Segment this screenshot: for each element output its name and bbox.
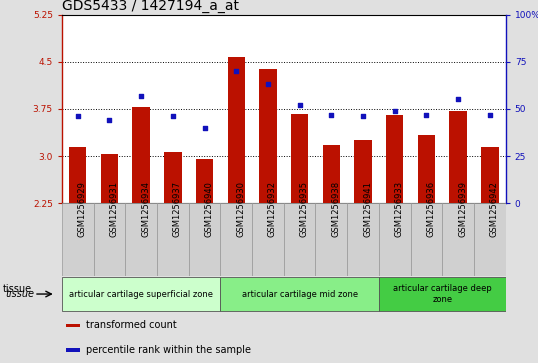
Bar bbox=[196, 159, 213, 203]
Point bbox=[232, 68, 240, 74]
Text: GSM1256941: GSM1256941 bbox=[363, 181, 372, 237]
Bar bbox=[442, 203, 474, 276]
Bar bbox=[323, 145, 340, 203]
Bar bbox=[125, 203, 157, 276]
Bar bbox=[69, 147, 87, 203]
Bar bbox=[284, 203, 315, 276]
Point bbox=[391, 108, 399, 114]
Bar bbox=[101, 154, 118, 203]
Bar bbox=[474, 203, 506, 276]
Bar bbox=[221, 203, 252, 276]
Text: GSM1256935: GSM1256935 bbox=[300, 181, 309, 237]
Bar bbox=[386, 115, 404, 203]
Bar bbox=[164, 152, 181, 203]
Text: GSM1256942: GSM1256942 bbox=[490, 181, 499, 237]
Bar bbox=[62, 277, 221, 311]
Bar bbox=[189, 203, 221, 276]
Point bbox=[73, 114, 82, 119]
Bar bbox=[259, 69, 277, 203]
Bar bbox=[417, 135, 435, 203]
Text: GSM1256930: GSM1256930 bbox=[236, 181, 245, 237]
Text: tissue: tissue bbox=[3, 284, 32, 294]
Point bbox=[105, 117, 114, 123]
Text: transformed count: transformed count bbox=[86, 321, 177, 330]
Bar bbox=[221, 277, 379, 311]
Bar bbox=[379, 277, 506, 311]
Bar bbox=[481, 147, 499, 203]
Text: GSM1256929: GSM1256929 bbox=[77, 181, 87, 237]
Text: articular cartilage deep
zone: articular cartilage deep zone bbox=[393, 284, 492, 304]
Point bbox=[359, 114, 367, 119]
Bar bbox=[291, 114, 308, 203]
Bar bbox=[94, 203, 125, 276]
Text: GSM1256939: GSM1256939 bbox=[458, 181, 467, 237]
Point bbox=[137, 93, 145, 99]
Bar bbox=[379, 203, 410, 276]
Bar bbox=[228, 57, 245, 203]
Text: GSM1256933: GSM1256933 bbox=[395, 181, 404, 237]
Bar bbox=[355, 140, 372, 203]
Point bbox=[168, 114, 177, 119]
Bar bbox=[62, 203, 94, 276]
Text: GSM1256940: GSM1256940 bbox=[204, 181, 214, 237]
Text: tissue: tissue bbox=[5, 289, 34, 299]
Bar bbox=[315, 203, 347, 276]
Bar bbox=[252, 203, 284, 276]
Text: GSM1256934: GSM1256934 bbox=[141, 181, 150, 237]
Text: GDS5433 / 1427194_a_at: GDS5433 / 1427194_a_at bbox=[62, 0, 239, 13]
Point bbox=[454, 97, 463, 102]
Point bbox=[295, 102, 304, 108]
Text: GSM1256932: GSM1256932 bbox=[268, 181, 277, 237]
Text: articular cartilage mid zone: articular cartilage mid zone bbox=[242, 290, 358, 298]
Bar bbox=[157, 203, 189, 276]
Point bbox=[200, 125, 209, 131]
Text: GSM1256931: GSM1256931 bbox=[109, 181, 118, 237]
Text: GSM1256938: GSM1256938 bbox=[331, 181, 341, 237]
Text: GSM1256936: GSM1256936 bbox=[427, 181, 435, 237]
Bar bbox=[449, 111, 467, 203]
Bar bbox=[66, 348, 80, 351]
Bar bbox=[132, 107, 150, 203]
Text: percentile rank within the sample: percentile rank within the sample bbox=[86, 345, 251, 355]
Point bbox=[422, 112, 431, 118]
Point bbox=[264, 81, 272, 87]
Bar bbox=[410, 203, 442, 276]
Bar bbox=[66, 324, 80, 327]
Point bbox=[327, 112, 336, 118]
Text: GSM1256937: GSM1256937 bbox=[173, 181, 182, 237]
Bar bbox=[347, 203, 379, 276]
Point bbox=[486, 112, 494, 118]
Text: articular cartilage superficial zone: articular cartilage superficial zone bbox=[69, 290, 213, 298]
